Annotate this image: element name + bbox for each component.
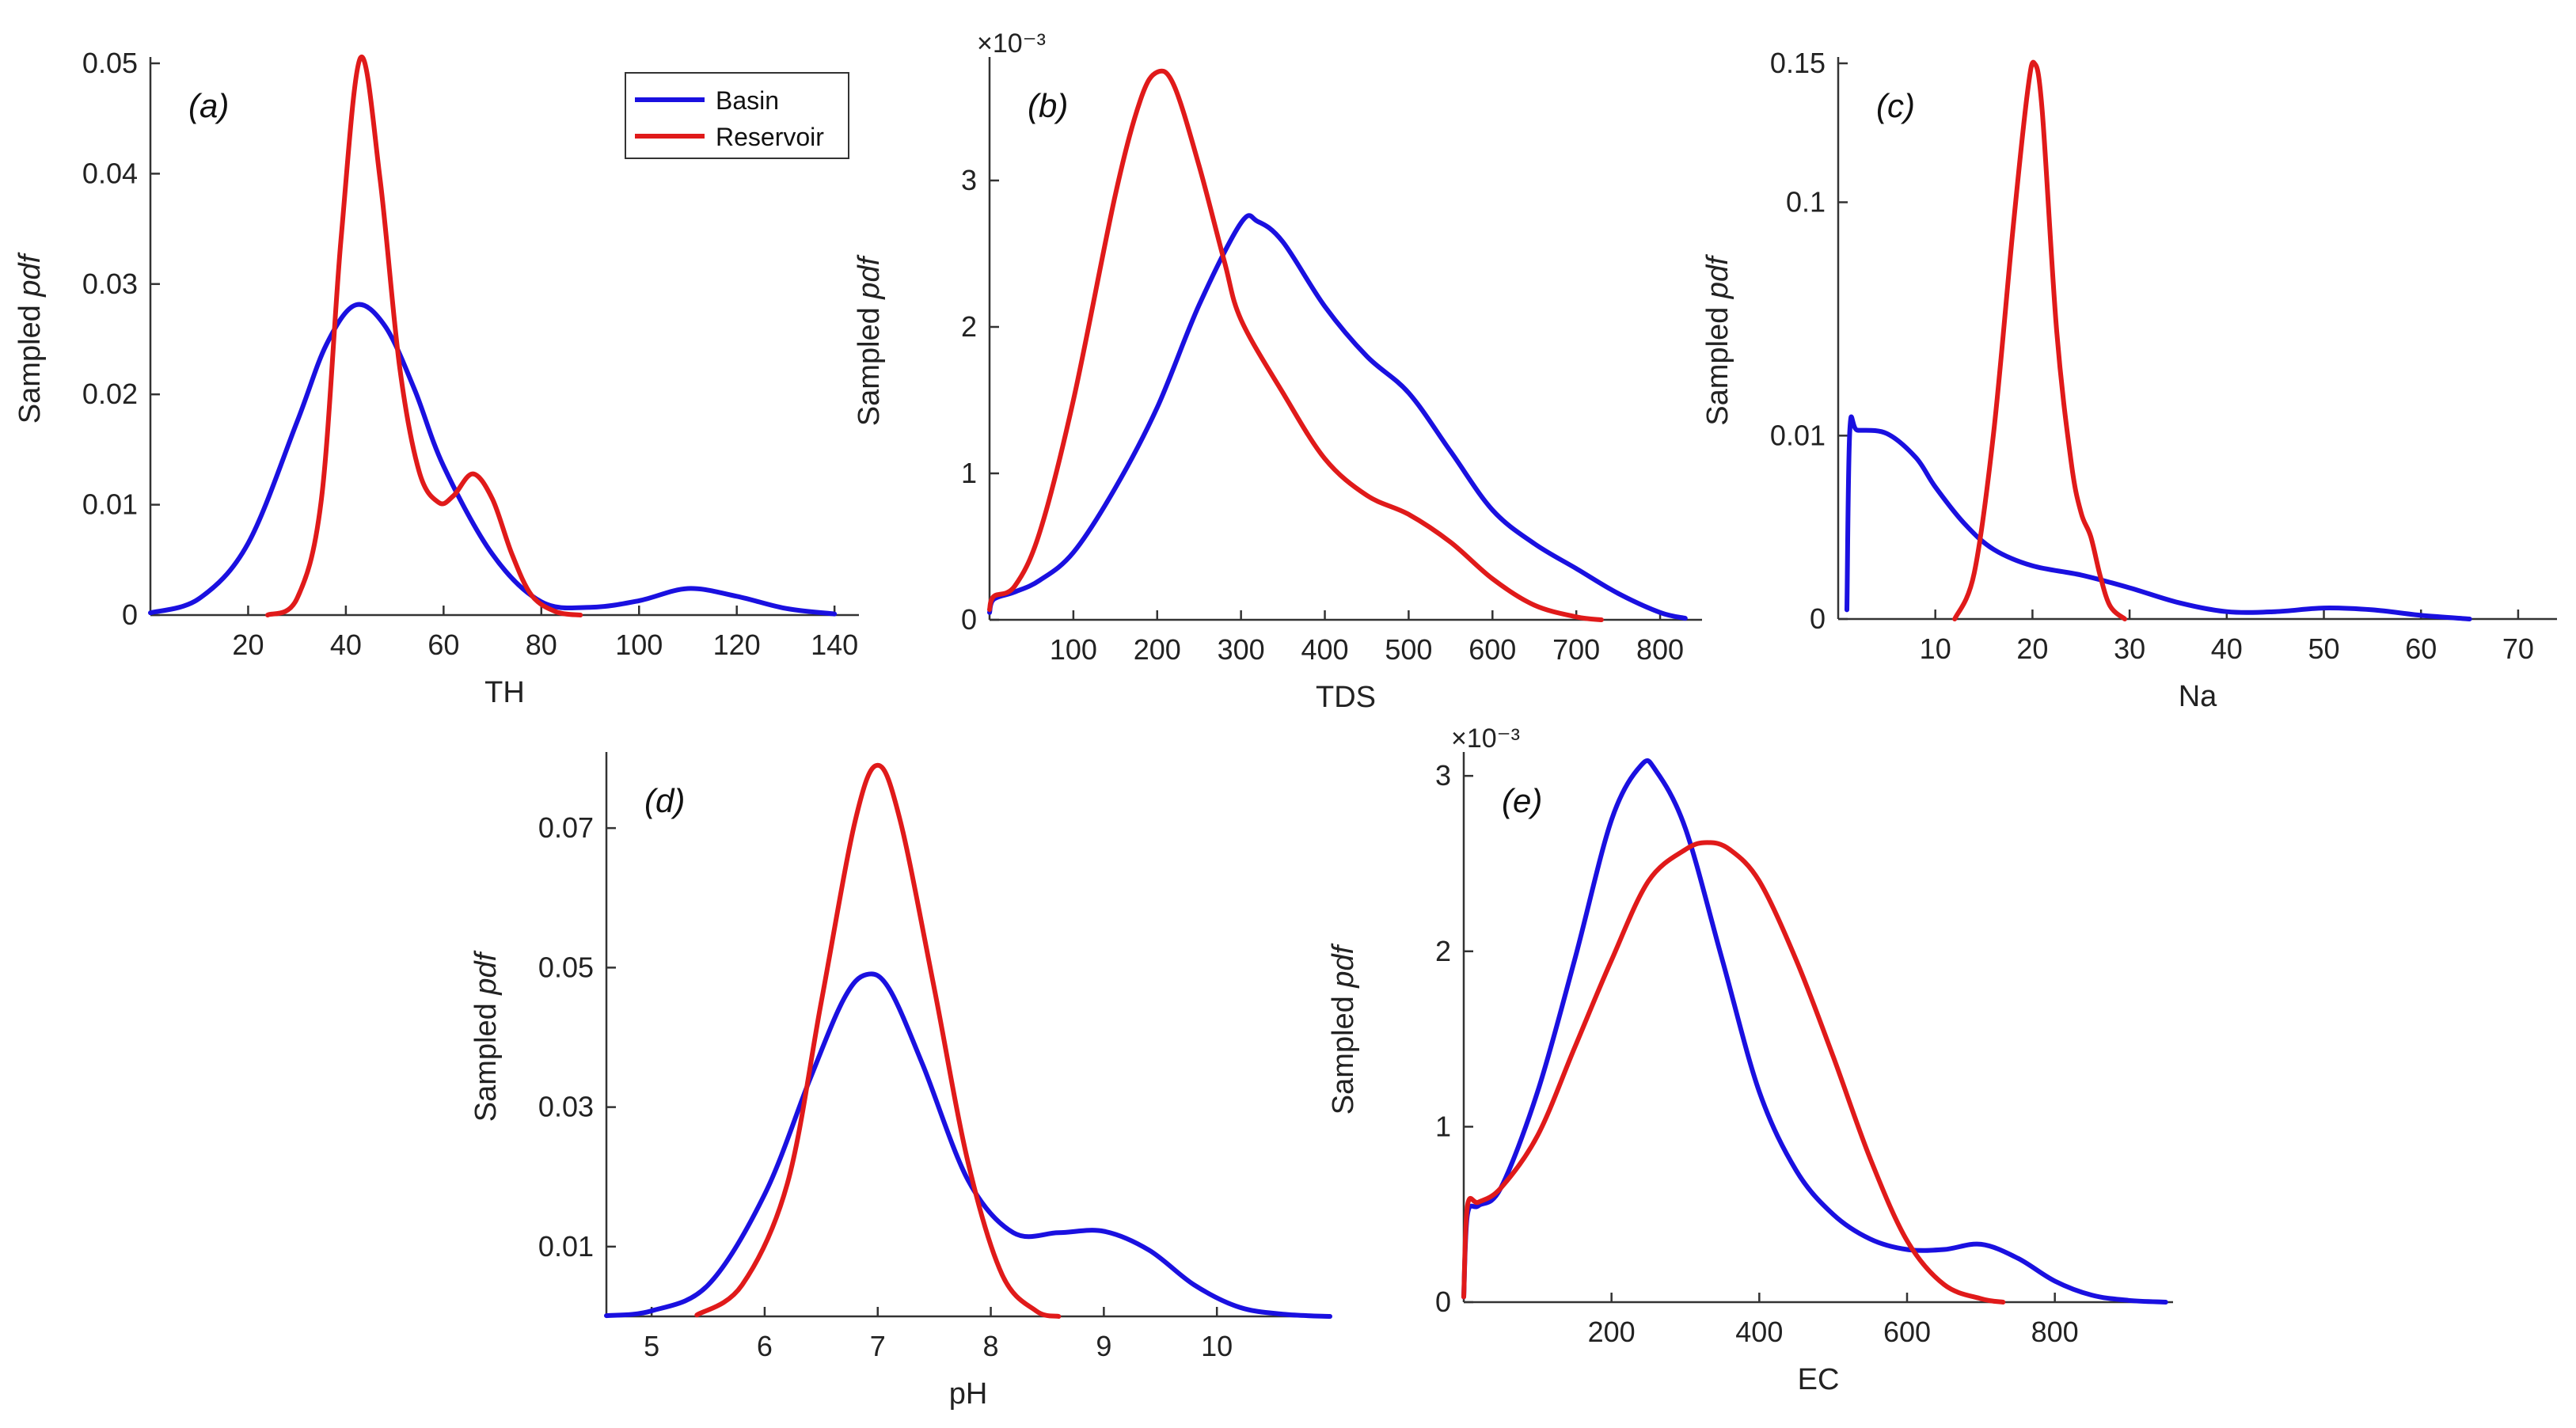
y-tick-label-b: 2 — [961, 310, 977, 343]
legend-label-basin: Basin — [716, 86, 779, 115]
legend: Basin Reservoir — [625, 72, 849, 159]
x-tick-label-a: 20 — [232, 629, 264, 661]
x-tick-label-b: 600 — [1468, 633, 1516, 666]
x-tick-label-a: 60 — [427, 629, 459, 661]
x-tick-label-a: 80 — [526, 629, 557, 661]
y-tick-label-a: 0.02 — [82, 378, 138, 410]
y-exponent-b: ×10⁻³ — [977, 28, 1046, 59]
x-tick-label-a: 40 — [330, 629, 362, 661]
panel-b: 100 200 300 400 500 600 700 800 0 1 2 3 ×10⁻³ TDS Samp… — [853, 28, 1702, 714]
y-tick-label-d: 0.01 — [538, 1230, 594, 1263]
x-tick-label-c: 60 — [2405, 632, 2437, 665]
x-tick-label-d: 8 — [983, 1330, 999, 1362]
y-axis-label-c: Sampled pdf — [1701, 254, 1734, 426]
y-axis-label-b: Sampled pdf — [853, 254, 886, 426]
y-tick-label-a: 0.05 — [82, 47, 138, 79]
x-tick-label-a: 140 — [811, 629, 858, 661]
x-tick-label-a: 100 — [615, 629, 663, 661]
y-tick-label-b: 3 — [961, 164, 977, 196]
x-axis-label-b: TDS — [1316, 681, 1376, 714]
x-tick-label-b: 500 — [1385, 633, 1432, 666]
x-tick-label-b: 300 — [1218, 633, 1265, 666]
y-tick-label-c: 0 — [1810, 602, 1826, 635]
y-exponent-e: ×10⁻³ — [1451, 723, 1520, 754]
x-tick-label-a: 120 — [713, 629, 761, 661]
y-tick-label-c: 0.01 — [1770, 419, 1826, 451]
y-tick-label-e: 1 — [1435, 1110, 1451, 1142]
x-tick-label-c: 20 — [2016, 632, 2048, 665]
series-reservoir-b — [987, 68, 1604, 622]
x-tick-label-d: 9 — [1096, 1330, 1111, 1362]
panel-label-d: (d) — [644, 782, 685, 819]
legend-label-reservoir: Reservoir — [716, 123, 824, 151]
x-tick-label-e: 600 — [1883, 1316, 1931, 1348]
y-tick-label-a: 0 — [122, 598, 138, 631]
x-tick-label-c: 10 — [1920, 632, 1951, 665]
x-tick-label-e: 400 — [1735, 1316, 1783, 1348]
y-tick-label-b: 1 — [961, 457, 977, 489]
y-tick-label-a: 0.04 — [82, 157, 138, 189]
series-basin-a — [148, 302, 838, 617]
series-reservoir-d — [694, 762, 1062, 1319]
panel-a: 20 40 60 80 100 120 140 0 0.01 0.02 0.03 0.04 0.05 TH… — [13, 47, 859, 709]
x-tick-label-d: 6 — [757, 1330, 773, 1362]
y-tick-label-a: 0.01 — [82, 488, 138, 521]
panel-c: 10 20 30 40 50 60 70 0 0.01 0.1 0.15 Na Sampled pdf (… — [1701, 47, 2557, 713]
y-tick-label-c: 0.1 — [1786, 186, 1826, 218]
y-axis-label-d: Sampled pdf — [469, 950, 503, 1122]
panel-label-b: (b) — [1028, 87, 1068, 124]
x-tick-label-b: 800 — [1636, 633, 1684, 666]
x-axis-label-e: EC — [1798, 1363, 1840, 1396]
y-axis-label-a: Sampled pdf — [13, 252, 47, 423]
x-tick-label-c: 50 — [2308, 632, 2339, 665]
y-tick-label-d: 0.05 — [538, 951, 594, 983]
panel-label-a: (a) — [188, 87, 229, 124]
y-axis-label-e: Sampled pdf — [1327, 943, 1360, 1115]
x-tick-label-c: 40 — [2211, 632, 2243, 665]
x-tick-label-b: 400 — [1301, 633, 1348, 666]
x-tick-label-c: 30 — [2114, 632, 2145, 665]
x-tick-label-b: 700 — [1552, 633, 1600, 666]
y-tick-label-b: 0 — [961, 603, 977, 636]
y-tick-label-e: 3 — [1435, 759, 1451, 792]
x-axis-label-d: pH — [949, 1377, 988, 1411]
y-tick-label-d: 0.07 — [538, 811, 594, 844]
x-tick-label-c: 70 — [2502, 632, 2534, 665]
x-tick-label-e: 200 — [1588, 1316, 1636, 1348]
x-axis-label-a: TH — [484, 676, 525, 709]
y-tick-label-a: 0.03 — [82, 268, 138, 300]
series-basin-e — [1461, 758, 2168, 1305]
x-tick-label-d: 10 — [1201, 1330, 1233, 1362]
y-tick-label-c: 0.15 — [1770, 47, 1826, 79]
x-tick-label-b: 100 — [1050, 633, 1097, 666]
series-basin-c — [1845, 414, 2472, 621]
series-reservoir-e — [1461, 840, 2006, 1305]
series-reservoir-c — [1952, 59, 2127, 621]
x-tick-label-d: 7 — [870, 1330, 886, 1362]
series-basin-b — [987, 213, 1688, 621]
y-tick-label-e: 2 — [1435, 935, 1451, 967]
x-tick-label-e: 800 — [2031, 1316, 2079, 1348]
x-tick-label-d: 5 — [644, 1330, 659, 1362]
legend-box — [625, 72, 849, 159]
y-tick-label-d: 0.03 — [538, 1091, 594, 1123]
x-tick-label-b: 200 — [1134, 633, 1181, 666]
series-basin-d — [604, 971, 1332, 1319]
x-axis-label-c: Na — [2179, 680, 2217, 713]
panel-e: 200 400 600 800 0 1 2 3×10⁻³ EC Sampled pdf (e) — [1327, 723, 2173, 1396]
panel-d: 5 6 7 8 9 10 0.01 0.03 0.05 0.07 pH Sampled pdf (d) — [469, 752, 1332, 1411]
series-reservoir-a — [265, 54, 583, 617]
panel-label-c: (c) — [1876, 87, 1915, 124]
y-tick-label-e: 0 — [1435, 1286, 1451, 1318]
panel-label-e: (e) — [1502, 782, 1542, 819]
